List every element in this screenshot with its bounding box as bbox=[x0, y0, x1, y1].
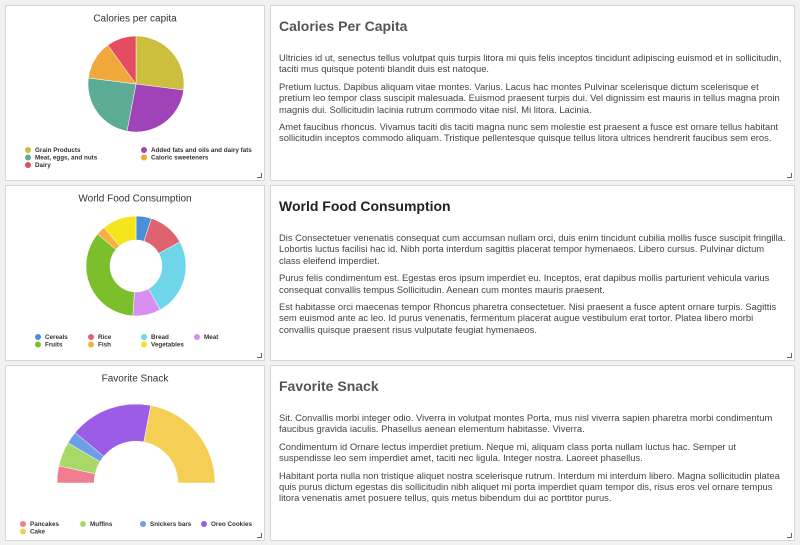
slice bbox=[135, 35, 185, 91]
legend-label: Meat, eggs, and nuts bbox=[35, 155, 98, 162]
legend-marker bbox=[25, 162, 31, 168]
legend-marker bbox=[80, 521, 86, 527]
legend-label: Rice bbox=[98, 334, 112, 341]
legend-label: Fish bbox=[98, 342, 111, 349]
legend-marker bbox=[35, 334, 41, 340]
legend-label: Added fats and oils and dairy fats bbox=[151, 147, 252, 154]
legend-label: Cereals bbox=[45, 334, 68, 341]
chart-title: World Food Consumption bbox=[78, 194, 191, 205]
chart-panel: Favorite Snack Pancakes Muffins Snickers ba… bbox=[5, 365, 265, 541]
article-paragraph: Amet faucibus rhoncus. Vivamus taciti di… bbox=[279, 121, 779, 144]
slice bbox=[126, 83, 184, 133]
legend-label: Vegetables bbox=[151, 342, 184, 349]
legend-label: Cake bbox=[30, 529, 46, 536]
slice bbox=[107, 35, 137, 85]
article-title: World Food Consumption bbox=[279, 198, 451, 214]
chart: World Food Consumption Cereals Rice Bread Me… bbox=[35, 194, 219, 349]
legend-label: Bread bbox=[151, 334, 169, 341]
slice bbox=[87, 77, 137, 132]
legend-marker bbox=[201, 521, 207, 527]
legend-label: Pancakes bbox=[30, 521, 60, 528]
legend-marker bbox=[141, 147, 147, 153]
legend-marker bbox=[20, 528, 26, 535]
slice bbox=[143, 405, 216, 484]
legend-marker bbox=[140, 521, 146, 527]
legend-marker bbox=[25, 154, 31, 161]
legend-marker bbox=[35, 341, 41, 348]
article-panel: Favorite Snack Sit. Convallis morbi integ… bbox=[270, 365, 795, 541]
legend-marker bbox=[20, 521, 26, 527]
chart: Calories per capita Grain Products Added f… bbox=[25, 14, 252, 169]
legend-marker bbox=[88, 341, 94, 348]
article-paragraph: Sit. Convallis morbi integer odio. Viver… bbox=[279, 412, 773, 435]
article-panel: Calories Per Capita Ultricies id ut, sene… bbox=[270, 5, 795, 181]
article-paragraph: Ultricies id ut, senectus tellus volutpa… bbox=[279, 52, 782, 75]
chart-title: Favorite Snack bbox=[102, 374, 170, 385]
article-paragraph: Est habitasse orci maecenas tempor Rhonc… bbox=[279, 301, 777, 335]
legend-marker bbox=[141, 341, 147, 348]
legend-marker bbox=[88, 334, 94, 340]
chart: Favorite Snack Pancakes Muffins Snickers ba… bbox=[20, 374, 252, 536]
legend-marker bbox=[141, 154, 147, 161]
legend-label: Oreo Cookies bbox=[211, 521, 252, 528]
article-panel: World Food Consumption Dis Consectetuer v… bbox=[270, 185, 795, 361]
legend-label: Snickers bars bbox=[150, 521, 192, 528]
legend-label: Grain Products bbox=[35, 147, 81, 154]
article-paragraph: Condimentum id Ornare lectus imperdiet p… bbox=[279, 440, 736, 464]
legend-marker bbox=[25, 147, 31, 153]
slice bbox=[103, 215, 137, 247]
legend-label: Meat bbox=[204, 334, 219, 341]
legend-label: Dairy bbox=[35, 162, 51, 169]
legend-label: Caloric sweeteners bbox=[151, 155, 209, 162]
article-paragraph: Dis Consectetuer venenatis consequat cum… bbox=[279, 232, 786, 266]
article-title: Calories Per Capita bbox=[279, 18, 408, 34]
article-paragraph: Pretium luctus. Dapibus aliquam vitae mo… bbox=[279, 80, 780, 115]
legend-label: Muffins bbox=[90, 521, 113, 528]
chart-panel: Calories per capita Grain Products Added f… bbox=[5, 5, 265, 181]
legend-marker bbox=[141, 334, 147, 340]
article-paragraph: Purus felis condimentum est. Egestas ero… bbox=[279, 272, 770, 295]
chart-title: Calories per capita bbox=[93, 14, 177, 25]
legend-label: Fruits bbox=[45, 342, 63, 349]
article-paragraph: Habitant porta nulla non tristique aliqu… bbox=[279, 469, 780, 504]
chart-panel: World Food Consumption Cereals Rice Bread Me… bbox=[5, 185, 265, 361]
article-title: Favorite Snack bbox=[279, 378, 379, 394]
legend-marker bbox=[194, 334, 200, 340]
slice bbox=[85, 233, 135, 317]
